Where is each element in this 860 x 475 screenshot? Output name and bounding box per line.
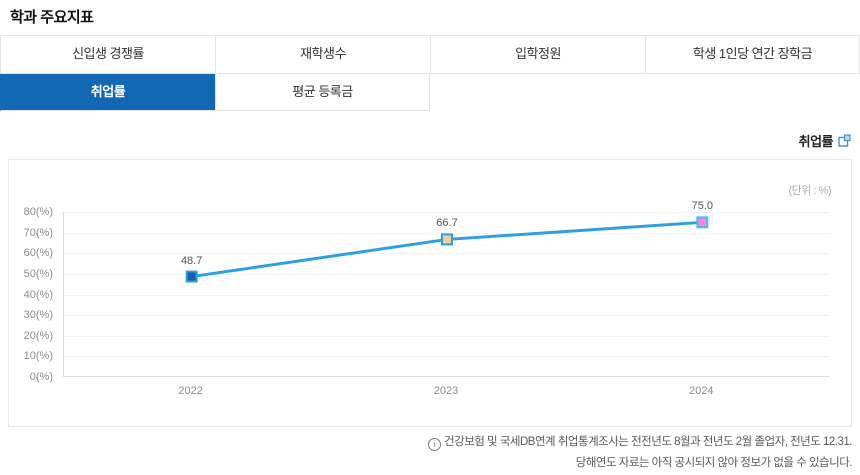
gridline: [64, 315, 829, 317]
gridline: [64, 212, 829, 213]
data-point-value: 66.7: [436, 217, 458, 230]
y-axis-tick: 80(%): [23, 206, 53, 218]
y-axis-tick: 20(%): [23, 329, 53, 342]
tab-employment-rate[interactable]: 취업률: [0, 74, 215, 111]
y-axis-tick: 40(%): [23, 288, 53, 301]
tab-row-1: 신입생 경쟁률 재학생수 입학정원 학생 1인당 연간 장학금: [0, 35, 860, 74]
gridline: [64, 232, 829, 234]
gridline: [64, 273, 829, 275]
gridline: [64, 356, 829, 358]
footnote: i 건강보험 및 국세DB연계 취업통계조사는 전전년도 8월과 전년도 2월 졸…: [428, 432, 852, 474]
employment-rate-chart-panel: (단위 : %) 48.7 66.7 75.0 0(%) 10(%) 20(%) 30(%…: [8, 159, 852, 427]
data-point-value: 75.0: [691, 200, 714, 213]
data-point-marker[interactable]: [696, 216, 709, 229]
footnote-line-1: i 건강보험 및 국세DB연계 취업통계조사는 전전년도 8월과 전년도 2월 졸…: [428, 432, 852, 453]
footnote-line-2: 당해연도 자료는 아직 공시되지 않아 정보가 없을 수 있습니다.: [575, 457, 853, 469]
y-axis-tick: 60(%): [23, 247, 53, 260]
line-series: [185, 216, 709, 283]
data-point-value: 48.7: [180, 254, 203, 267]
export-chart-icon[interactable]: [838, 134, 851, 147]
unit-label: (단위 : %): [788, 185, 831, 197]
gridline: [64, 294, 829, 296]
tab-enrolled-students[interactable]: 재학생수: [215, 36, 430, 73]
data-point-marker[interactable]: [185, 270, 198, 283]
gridline: [64, 335, 829, 337]
data-point-marker[interactable]: [441, 233, 453, 246]
y-axis-tick: 0(%): [29, 371, 53, 383]
info-icon: i: [428, 438, 442, 451]
chart-header: 취업률: [799, 131, 851, 150]
x-axis-tick: 2023: [433, 385, 459, 397]
tab-scholarship-per-student[interactable]: 학생 1인당 연간 장학금: [645, 36, 860, 73]
chart-title: 취업률: [798, 134, 834, 149]
tab-row-2: 취업률 평균 등록금: [0, 74, 860, 111]
tab-freshman-competition-rate[interactable]: 신입생 경쟁률: [0, 36, 215, 73]
gridline: [64, 253, 829, 255]
y-axis-tick: 10(%): [23, 350, 53, 363]
x-axis-tick: 2022: [178, 385, 203, 397]
x-axis-tick: 2024: [689, 385, 714, 397]
y-axis-tick: 50(%): [23, 267, 53, 280]
tab-average-tuition[interactable]: 평균 등록금: [215, 74, 430, 111]
plot-area: 48.7 66.7 75.0: [63, 200, 829, 377]
indicator-tabs: 신입생 경쟁률 재학생수 입학정원 학생 1인당 연간 장학금 취업률 평균 등…: [0, 35, 860, 111]
page-title: 학과 주요지표: [10, 9, 94, 26]
y-axis-tick: 70(%): [23, 226, 53, 239]
y-axis-tick: 30(%): [23, 309, 53, 322]
tab-admission-quota[interactable]: 입학정원: [430, 36, 645, 73]
